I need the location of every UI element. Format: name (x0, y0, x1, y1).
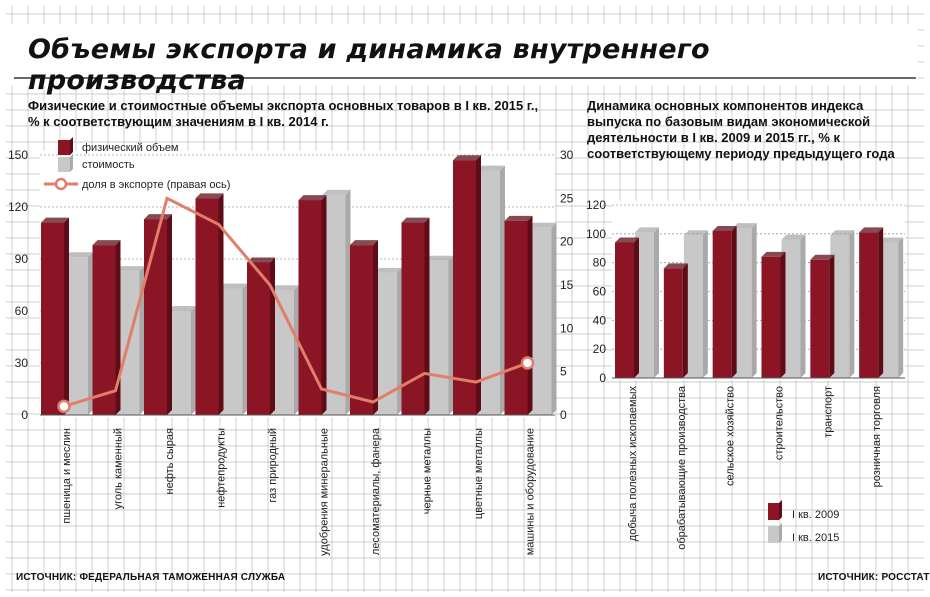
left-legend: физический объем стоимость доля в экспорте… (44, 137, 230, 191)
right-y-tick-label: 120 (586, 198, 606, 212)
bar-value (116, 266, 145, 415)
bar-2009 (859, 227, 884, 378)
left-chart-title: Физические и стоимостные объемы экспорта… (28, 98, 539, 129)
left-category-label: цветные металлы (473, 428, 485, 519)
legend-swatch-physical (58, 140, 70, 155)
bar-value (271, 285, 299, 415)
left-category-label: удобрения минеральные (319, 428, 331, 556)
bar-physical (195, 193, 224, 415)
left-y2-tick-label: 0 (560, 408, 567, 422)
share-line (63, 196, 529, 408)
bar-physical (504, 215, 533, 415)
right-y-tick-label: 0 (599, 371, 606, 385)
bar-2009 (712, 225, 737, 378)
left-y-tick-label: 150 (8, 148, 28, 162)
bar-2009 (663, 263, 688, 378)
left-y-tick-label: 30 (15, 356, 29, 370)
right-chart-title: Динамика основных компонентов индекса вы… (587, 98, 895, 161)
bar-physical (144, 214, 172, 415)
left-y2-tick-label: 5 (560, 365, 567, 379)
left-legend-label: стоимость (82, 159, 135, 171)
bar-value (65, 252, 93, 415)
bar-physical (453, 155, 481, 415)
left-category-label: пшеница и меслин (61, 428, 73, 524)
bar-value (322, 189, 351, 415)
left-source-note: ИСТОЧНИК: ФЕДЕРАЛЬНАЯ ТАМОЖЕННАЯ СЛУЖБА (16, 572, 286, 583)
right-category-label: сельское хозяйство (725, 386, 737, 486)
bar-value (219, 283, 248, 415)
left-category-label: нефтепродукты (216, 428, 228, 508)
right-y-tick-label: 100 (586, 227, 606, 241)
bar-physical (41, 217, 69, 415)
left-category-label: газ природный (267, 428, 279, 503)
right-y-tick-label: 20 (593, 342, 607, 356)
left-y2-tick-label: 15 (560, 278, 574, 292)
left-legend-label: доля в экспорте (правая ось) (82, 179, 230, 191)
bar-physical (401, 217, 430, 415)
bar-value (168, 306, 196, 415)
right-source-note: ИСТОЧНИК: РОССТАТ (818, 572, 930, 583)
legend-swatch-2009 (768, 503, 779, 520)
bar-2015 (879, 237, 904, 378)
bar-2015 (683, 230, 708, 378)
bar-2015 (635, 227, 659, 378)
left-y-tick-label: 0 (21, 408, 28, 422)
right-plot-area (612, 201, 905, 380)
left-y-tick-label: 120 (8, 200, 28, 214)
left-category-label: черные металлы (422, 428, 434, 514)
bar-2015 (830, 230, 855, 378)
bar-value (477, 165, 505, 415)
left-category-label: машины и оборудование (525, 428, 537, 555)
left-y2-tick-label: 20 (560, 235, 574, 249)
right-y-tick-label: 80 (593, 256, 607, 270)
bar-value (425, 255, 454, 415)
right-legend: I кв. 2009 I кв. 2015 (768, 500, 839, 544)
legend-swatch-2015 (768, 526, 779, 543)
left-y2-tick-label: 25 (560, 191, 574, 205)
right-y-tick-label: 40 (593, 313, 607, 327)
bar-physical (247, 257, 275, 415)
bar-2015 (732, 223, 757, 378)
left-category-label: уголь каменный (113, 428, 125, 509)
bar-2015 (781, 234, 806, 378)
left-y2-tick-label: 30 (560, 148, 574, 162)
left-legend-label: физический объем (82, 142, 179, 154)
bar-2009 (615, 237, 639, 378)
bar-2009 (761, 251, 786, 378)
share-marker-end (520, 356, 535, 370)
bar-value (528, 222, 557, 415)
right-category-label: добыча полезных ископаемых (627, 386, 639, 542)
bar-physical (350, 240, 378, 415)
left-y-tick-label: 90 (15, 252, 29, 266)
right-legend-label: I кв. 2009 (792, 509, 839, 521)
left-y-tick-label: 60 (15, 304, 29, 318)
title-band (6, 24, 918, 86)
page-title: Объемы экспорта и динамика внутреннего п… (28, 34, 710, 96)
bar-2009 (810, 254, 835, 378)
share-marker-start (57, 399, 71, 414)
right-y-tick-label: 60 (593, 285, 607, 299)
left-y2-tick-label: 10 (560, 321, 574, 335)
left-category-label: лесоматериалы, фанера (370, 427, 382, 555)
left-category-label: нефть сырая (164, 428, 176, 494)
bar-value (374, 267, 402, 415)
legend-swatch-value (58, 157, 70, 172)
right-category-label: розничная торговля (871, 386, 883, 487)
bar-physical (298, 195, 327, 415)
right-category-label: транспорт (822, 386, 834, 438)
right-category-label: строительство (774, 386, 786, 460)
right-category-label: обрабатывающие производства (676, 385, 688, 550)
right-legend-label: I кв. 2015 (792, 532, 839, 544)
